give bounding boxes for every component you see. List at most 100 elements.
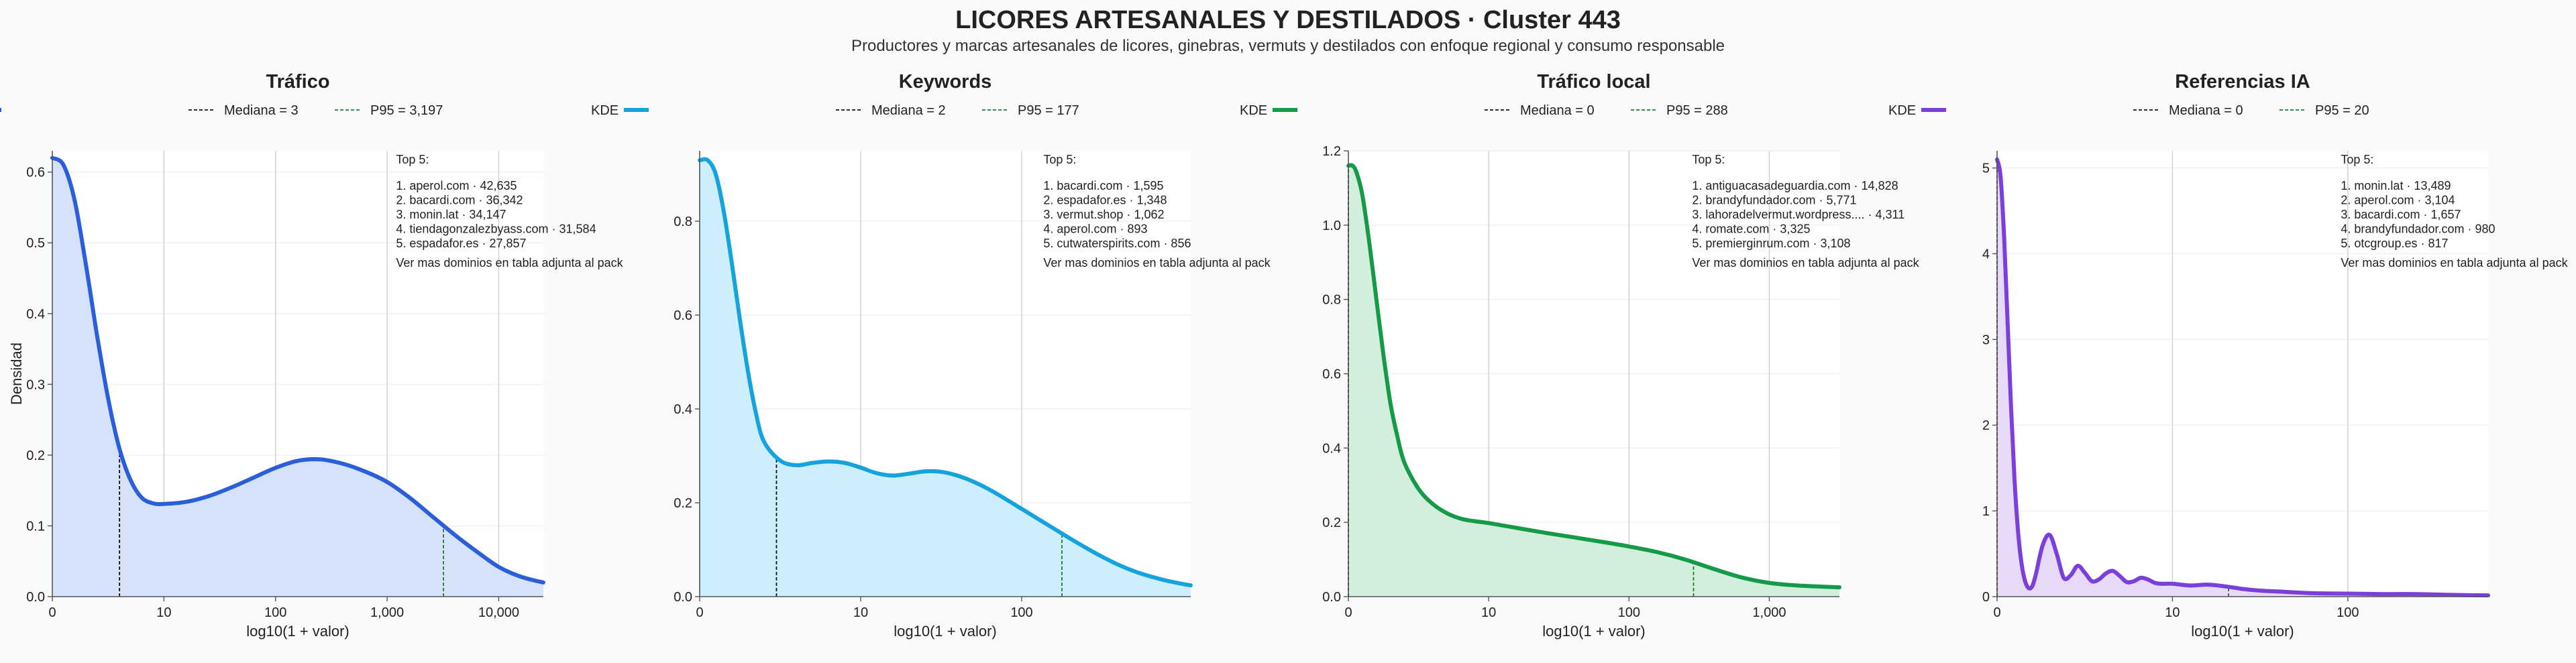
x-axis-label: log10(1 + valor)	[2191, 623, 2294, 640]
y-tick-label: 0.1	[26, 519, 45, 534]
kde-line	[1995, 157, 2490, 598]
x-tick-label: 10	[1481, 605, 1496, 620]
legend-p95-label: P95 = 288	[1666, 103, 1728, 118]
y-tick-label: 0.0	[1322, 590, 1341, 605]
top5-item: 4. romate.com · 3,325	[1692, 223, 1810, 236]
top5-title: Top 5:	[1043, 153, 1076, 166]
top5-footer: Ver mas dominios en tabla adjunta al pac…	[2341, 256, 2568, 269]
top5-item: 5. espadafor.es · 27,857	[396, 237, 526, 250]
y-tick-label: 0.4	[1322, 441, 1341, 456]
x-axis-label: log10(1 + valor)	[246, 623, 349, 640]
top5-item: 2. bacardi.com · 36,342	[396, 194, 523, 207]
top5-item: 3. vermut.shop · 1,062	[1043, 208, 1164, 221]
legend-kde-label: KDE	[1240, 103, 1267, 118]
panel-2: 0.0 0.2 0.4 0.6 0.8 0 10 100 log10(1 + valor) Key…	[591, 71, 1271, 640]
x-tick-label: 10	[2165, 605, 2180, 620]
kde-line	[50, 156, 545, 585]
panels: 0.00.10.20.30.40.50.60 10 100 1,000 10,000lo…	[0, 71, 2569, 640]
top5-item: 4. tiendagonzalezbyass.com · 31,584	[396, 223, 596, 236]
top5-item: 2. espadafor.es · 1,348	[1043, 194, 1167, 207]
kde-area	[1348, 165, 1839, 597]
panel-title: Tráfico local	[1537, 71, 1650, 93]
top5-item: 2. brandyfundador.com · 5,771	[1692, 194, 1856, 207]
top5-item: 4. brandyfundador.com · 980	[2341, 223, 2495, 236]
x-axis-label: log10(1 + valor)	[1542, 623, 1645, 640]
y-tick-label: 0.0	[26, 590, 45, 605]
top5-item: 2. aperol.com · 3,104	[2341, 194, 2455, 207]
x-tick-label: 100	[264, 605, 286, 620]
top5-item: 1. antiguacasadeguardia.com · 14,828	[1692, 179, 1898, 192]
panel-3: 0.0 0.2 0.4 0.6 0.8 1.0 1.2 0 10 100 1,000 log10(1 …	[1240, 71, 1920, 640]
legend-p95-label: P95 = 3,197	[370, 103, 443, 118]
y-tick-label: 3	[1982, 333, 1990, 347]
kde-area	[52, 158, 543, 597]
top5-footer: Ver mas dominios en tabla adjunta al pac…	[1692, 256, 1919, 269]
y-tick-label: 0.5	[26, 236, 45, 251]
kde-area	[700, 159, 1191, 597]
x-tick-label: 1,000	[1752, 605, 1786, 620]
y-tick-label: 0.4	[674, 402, 692, 417]
top5-title: Top 5:	[396, 153, 429, 166]
y-tick-label: 0.4	[26, 307, 45, 322]
legend: KDE Mediana = 2 P95 = 177	[591, 103, 1079, 118]
panel-title: Keywords	[899, 71, 992, 93]
x-tick-label: 100	[2337, 605, 2359, 620]
panel-title: Tráfico	[266, 71, 329, 93]
legend-kde-label: KDE	[1888, 103, 1916, 118]
y-tick-label: 0.6	[26, 166, 45, 180]
y-tick-label: 0.3	[26, 377, 45, 392]
x-tick-label: 1,000	[370, 605, 404, 620]
x-tick-label: 100	[1010, 605, 1032, 620]
top5-item: 5. otcgroup.es · 817	[2341, 237, 2448, 250]
y-tick-label: 1.2	[1322, 144, 1341, 159]
y-tick-label: 0.6	[1322, 367, 1341, 382]
legend-median-label: Mediana = 0	[2169, 103, 2243, 118]
kde-area	[1997, 159, 2488, 597]
top5-annotation: Top 5: 1. bacardi.com · 1,595 2. espadafor…	[1043, 153, 1271, 269]
top5-title: Top 5:	[1692, 153, 1725, 166]
top5-title: Top 5:	[2341, 153, 2373, 166]
top5-item: 1. bacardi.com · 1,595	[1043, 179, 1163, 192]
y-tick-label: 0.6	[674, 308, 692, 323]
legend-p95-label: P95 = 177	[1018, 103, 1079, 118]
legend: KDE Mediana = 0 P95 = 288	[1240, 103, 1728, 118]
y-tick-label: 4	[1982, 247, 1990, 261]
y-axis-label: Densidad	[8, 343, 25, 405]
y-tick-label: 0	[1982, 590, 1990, 605]
top5-item: 5. premierginrum.com · 3,108	[1692, 237, 1850, 250]
top5-item: 3. bacardi.com · 1,657	[2341, 208, 2461, 221]
plot-area	[1997, 151, 2488, 597]
x-tick-label: 0	[48, 605, 56, 620]
y-tick-label: 0.2	[674, 496, 692, 511]
y-tick-label: 1.0	[1322, 219, 1341, 233]
y-tick-label: 0.8	[674, 215, 692, 229]
y-tick-label: 2	[1982, 418, 1990, 433]
legend-median-label: Mediana = 2	[871, 103, 946, 118]
kde-line	[698, 157, 1193, 588]
x-tick-label: 10	[853, 605, 868, 620]
top5-item: 3. monin.lat · 34,147	[396, 208, 506, 221]
top5-annotation: Top 5: 1. aperol.com · 42,635 2. bacardi.c…	[396, 153, 623, 269]
figure-subtitle: Productores y marcas artesanales de lico…	[851, 37, 1725, 55]
x-axis-label: log10(1 + valor)	[894, 623, 996, 640]
panel-4: 0 1 2 3 4 5 0 10 100 log10(1 + valor) Referencias …	[1888, 71, 2569, 640]
top5-item: 5. cutwaterspirits.com · 856	[1043, 237, 1191, 250]
top5-item: 1. aperol.com · 42,635	[396, 179, 517, 192]
top5-item: 4. aperol.com · 893	[1043, 223, 1147, 236]
panel-1: 0.0 0.1 0.2 0.3 0.4 0.5 0.6 0 10 100 1,000 10,000 lo…	[0, 71, 624, 640]
legend-median-label: Mediana = 3	[224, 103, 299, 118]
legend-p95-label: P95 = 20	[2315, 103, 2369, 118]
legend: KDE Mediana = 0 P95 = 20	[1888, 103, 2369, 118]
legend-median-label: Mediana = 0	[1520, 103, 1595, 118]
top5-annotation: Top 5: 1. monin.lat · 13,489 2. aperol.com…	[2341, 153, 2568, 269]
top5-annotation: Top 5: 1. antiguacasadeguardia.com · 14,8…	[1692, 153, 1919, 269]
y-tick-label: 1	[1982, 504, 1990, 519]
kde-line	[1346, 163, 1841, 590]
y-tick-label: 0.8	[1322, 293, 1341, 308]
legend-kde-label: KDE	[591, 103, 619, 118]
y-tick-label: 0.2	[1322, 516, 1341, 530]
x-tick-label: 100	[1618, 605, 1640, 620]
x-tick-label: 10,000	[478, 605, 519, 620]
